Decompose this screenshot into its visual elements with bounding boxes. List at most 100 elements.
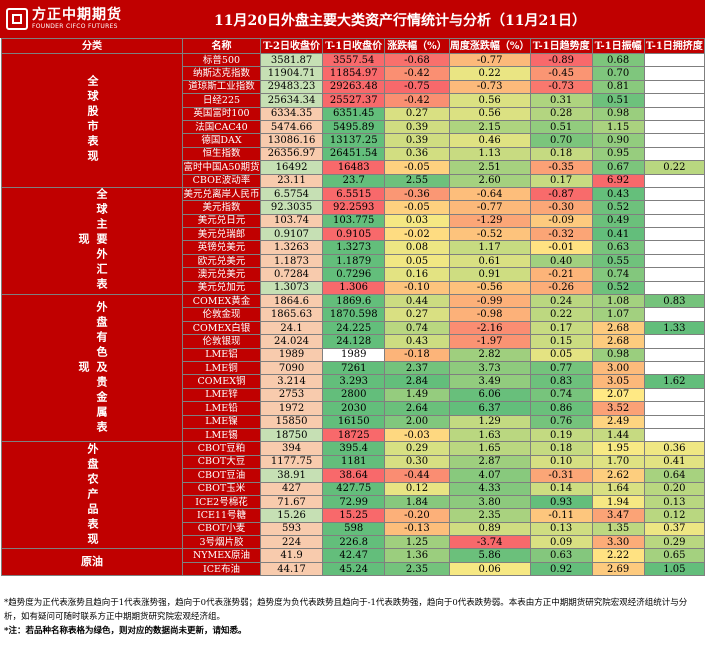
asset-name: 美元指数 <box>182 200 261 215</box>
cell-t2-close: 1.1873 <box>259 253 324 269</box>
cell-trend: 0.86 <box>529 401 593 416</box>
asset-name: COMEX铜 <box>182 374 261 389</box>
asset-name: 富时中国A50期货 <box>182 160 261 175</box>
cell-trend: 0.31 <box>529 93 593 108</box>
cell-weekly-change: -0.99 <box>448 294 531 309</box>
cell-amplitude: 1.08 <box>591 294 645 309</box>
cell-change: -0.05 <box>384 200 450 215</box>
cell-t2-close: 394 <box>259 441 324 456</box>
cell-trend: 0.19 <box>529 427 593 443</box>
table-row: 欧元兑美元 1.1873 1.1879 0.05 0.61 0.40 0.55 <box>2 253 705 269</box>
cell-amplitude: 6.92 <box>591 173 645 188</box>
category-cell: 全球主要外汇表现 <box>1 186 183 296</box>
asset-name: 恒生指数 <box>182 146 261 162</box>
cell-change: 2.35 <box>384 561 450 577</box>
cell-trend: 0.24 <box>529 294 593 309</box>
cell-weekly-change: 1.29 <box>448 414 531 429</box>
cell-amplitude: 1.94 <box>591 494 645 510</box>
cell-change: 0.39 <box>384 133 450 148</box>
cell-amplitude: 1.95 <box>591 441 645 456</box>
cell-amplitude: 0.41 <box>591 227 645 242</box>
cell-crowding: 1.62 <box>643 374 705 389</box>
cell-t1-close: 92.2593 <box>322 200 386 215</box>
cell-trend: 0.18 <box>529 146 593 162</box>
cell-crowding <box>643 119 705 135</box>
cell-trend: 0.13 <box>529 521 593 537</box>
cell-amplitude: 2.68 <box>591 334 645 349</box>
asset-name: CBOE波动率 <box>182 173 261 188</box>
cell-weekly-change: 2.51 <box>448 160 531 175</box>
cell-t2-close: 593 <box>259 521 324 537</box>
table-row: 原油 NYMEX原油 41.9 42.47 1.36 5.86 0.63 2.22 0.65 <box>1 548 705 577</box>
cell-weekly-change: 0.56 <box>448 93 531 108</box>
asset-name: LME铝 <box>182 347 261 362</box>
cell-trend: 0.77 <box>529 360 593 376</box>
category-cell: 外盘农产品表现 <box>1 441 183 550</box>
cell-weekly-change: 0.56 <box>448 106 531 121</box>
cell-weekly-change: 2.87 <box>448 454 531 470</box>
cell-trend: 0.63 <box>529 548 593 563</box>
table-row: CBOE波动率 23.11 23.7 2.55 2.60 0.17 6.92 <box>2 173 705 188</box>
cell-t1-close: 13137.25 <box>322 133 386 148</box>
asset-name: 德国DAX <box>182 133 261 148</box>
asset-name: ICE2号棉花 <box>182 494 261 510</box>
cell-amplitude: 0.43 <box>591 186 645 202</box>
cell-change: -0.18 <box>384 347 450 362</box>
table-row: ICE2号棉花 71.67 72.99 1.84 3.80 0.93 1.94 0.13 <box>2 494 705 510</box>
cell-t2-close: 0.7284 <box>259 267 324 282</box>
table-row: 美元指数 92.3035 92.2593 -0.05 -0.77 -0.30 0.52 <box>2 200 705 215</box>
cell-t2-close: 24.1 <box>259 320 324 336</box>
cell-t2-close: 18750 <box>259 427 324 443</box>
cell-t1-close: 3.293 <box>322 374 386 389</box>
table-row: CBOT豆油 38.91 38.64 -0.44 4.07 -0.31 2.62 0.64 <box>2 468 705 483</box>
cell-crowding: 0.12 <box>643 508 705 523</box>
cell-weekly-change: 4.33 <box>448 481 531 496</box>
table-row: 日经225 25634.34 25527.37 -0.42 0.56 0.31 0.51 <box>2 93 705 108</box>
cell-t1-close: 2800 <box>322 387 386 403</box>
cell-crowding: 0.83 <box>643 294 705 309</box>
cell-t2-close: 16492 <box>259 160 324 175</box>
cell-amplitude: 2.49 <box>591 414 645 429</box>
cell-amplitude: 2.68 <box>591 320 645 336</box>
cell-weekly-change: 0.91 <box>448 267 531 282</box>
cell-amplitude: 1.64 <box>591 481 645 496</box>
cell-trend: -0.30 <box>529 200 593 215</box>
header-row: 分类 名称 T-2日收盘价 T-1日收盘价 涨跌幅（%） 周度涨跌幅（%） T-… <box>1 38 705 54</box>
cell-t2-close: 2753 <box>259 387 324 403</box>
cell-t2-close: 29483.23 <box>259 79 324 95</box>
cell-t1-close: 23.7 <box>322 173 386 188</box>
cell-weekly-change: 0.61 <box>448 253 531 269</box>
cell-t2-close: 23.11 <box>259 173 324 188</box>
cell-t1-close: 15.25 <box>322 508 386 523</box>
cell-t1-close: 1870.598 <box>322 307 386 322</box>
cell-amplitude: 2.07 <box>591 387 645 403</box>
cell-weekly-change: 2.35 <box>448 508 531 523</box>
cell-trend: 0.09 <box>529 535 593 550</box>
brand-logo-icon <box>6 8 28 30</box>
cell-amplitude: 3.00 <box>591 360 645 376</box>
asset-name: 伦敦金现 <box>182 307 261 322</box>
cell-weekly-change: 1.17 <box>448 240 531 255</box>
cell-crowding <box>643 267 705 282</box>
cell-trend: 0.05 <box>529 347 593 362</box>
cell-t2-close: 41.9 <box>259 548 324 563</box>
cell-weekly-change: 2.82 <box>448 347 531 362</box>
cell-change: 2.64 <box>384 401 450 416</box>
cell-t2-close: 92.3035 <box>259 200 324 215</box>
cell-t2-close: 11904.71 <box>259 66 324 81</box>
cell-amplitude: 0.98 <box>591 106 645 121</box>
asset-name: LME铅 <box>182 401 261 416</box>
table-row: 外盘有色及贵金属表现 COMEX黄金 1864.6 1869.6 0.44 -0.99 0.… <box>1 294 705 443</box>
asset-name: ICE布油 <box>182 561 261 577</box>
asset-name: COMEX白银 <box>182 320 261 336</box>
cell-trend: -0.11 <box>529 508 593 523</box>
cell-t1-close: 24.225 <box>322 320 386 336</box>
cell-weekly-change: 1.65 <box>448 441 531 456</box>
cell-trend: 0.92 <box>529 561 593 577</box>
cell-change: 0.05 <box>384 253 450 269</box>
cell-t2-close: 1972 <box>259 401 324 416</box>
cell-t1-close: 1.3273 <box>322 240 386 255</box>
table-row: 英国富时100 6334.35 6351.45 0.27 0.56 0.28 0.98 <box>2 106 705 121</box>
asset-name: 法国CAC40 <box>182 119 261 135</box>
asset-name: COMEX黄金 <box>182 294 261 309</box>
